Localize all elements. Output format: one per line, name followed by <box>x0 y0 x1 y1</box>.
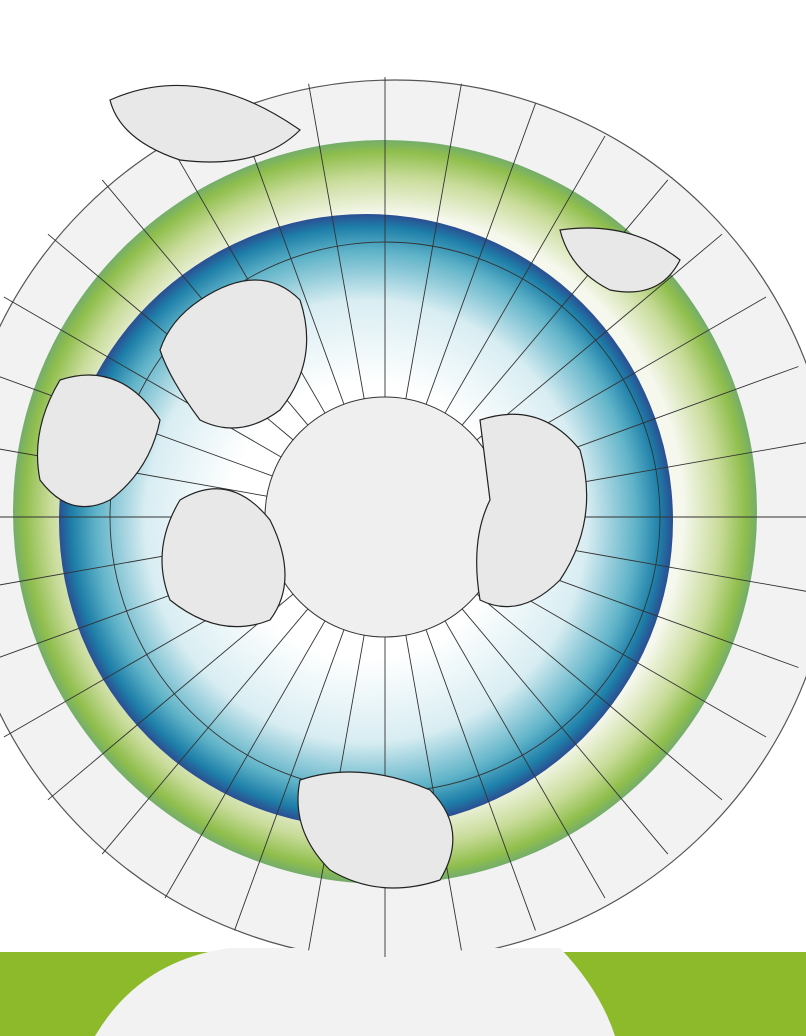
meridian <box>476 233 723 441</box>
meridian <box>476 593 723 801</box>
meridian <box>308 83 365 399</box>
meridian <box>425 103 536 405</box>
meridian <box>444 620 606 899</box>
meridian <box>3 296 282 458</box>
meridian <box>405 635 462 951</box>
arctic-islands <box>159 279 308 429</box>
meridian <box>461 608 669 855</box>
alaska-coast <box>109 84 301 163</box>
north-america-coast <box>36 374 161 508</box>
coastlines <box>36 84 681 889</box>
meridian <box>488 576 767 738</box>
pole-circle <box>264 396 506 638</box>
kamchatka <box>559 227 681 293</box>
meridian <box>461 179 669 426</box>
meridian <box>101 608 309 855</box>
map-overlap <box>95 948 615 1036</box>
meridian <box>47 593 294 801</box>
meridian <box>405 83 462 399</box>
meridian <box>425 629 536 931</box>
meridian <box>234 629 345 931</box>
meridian <box>444 135 606 414</box>
meridian <box>164 620 326 899</box>
siberia-coast <box>476 413 588 608</box>
scandinavia <box>297 771 454 889</box>
greenland <box>161 488 286 628</box>
